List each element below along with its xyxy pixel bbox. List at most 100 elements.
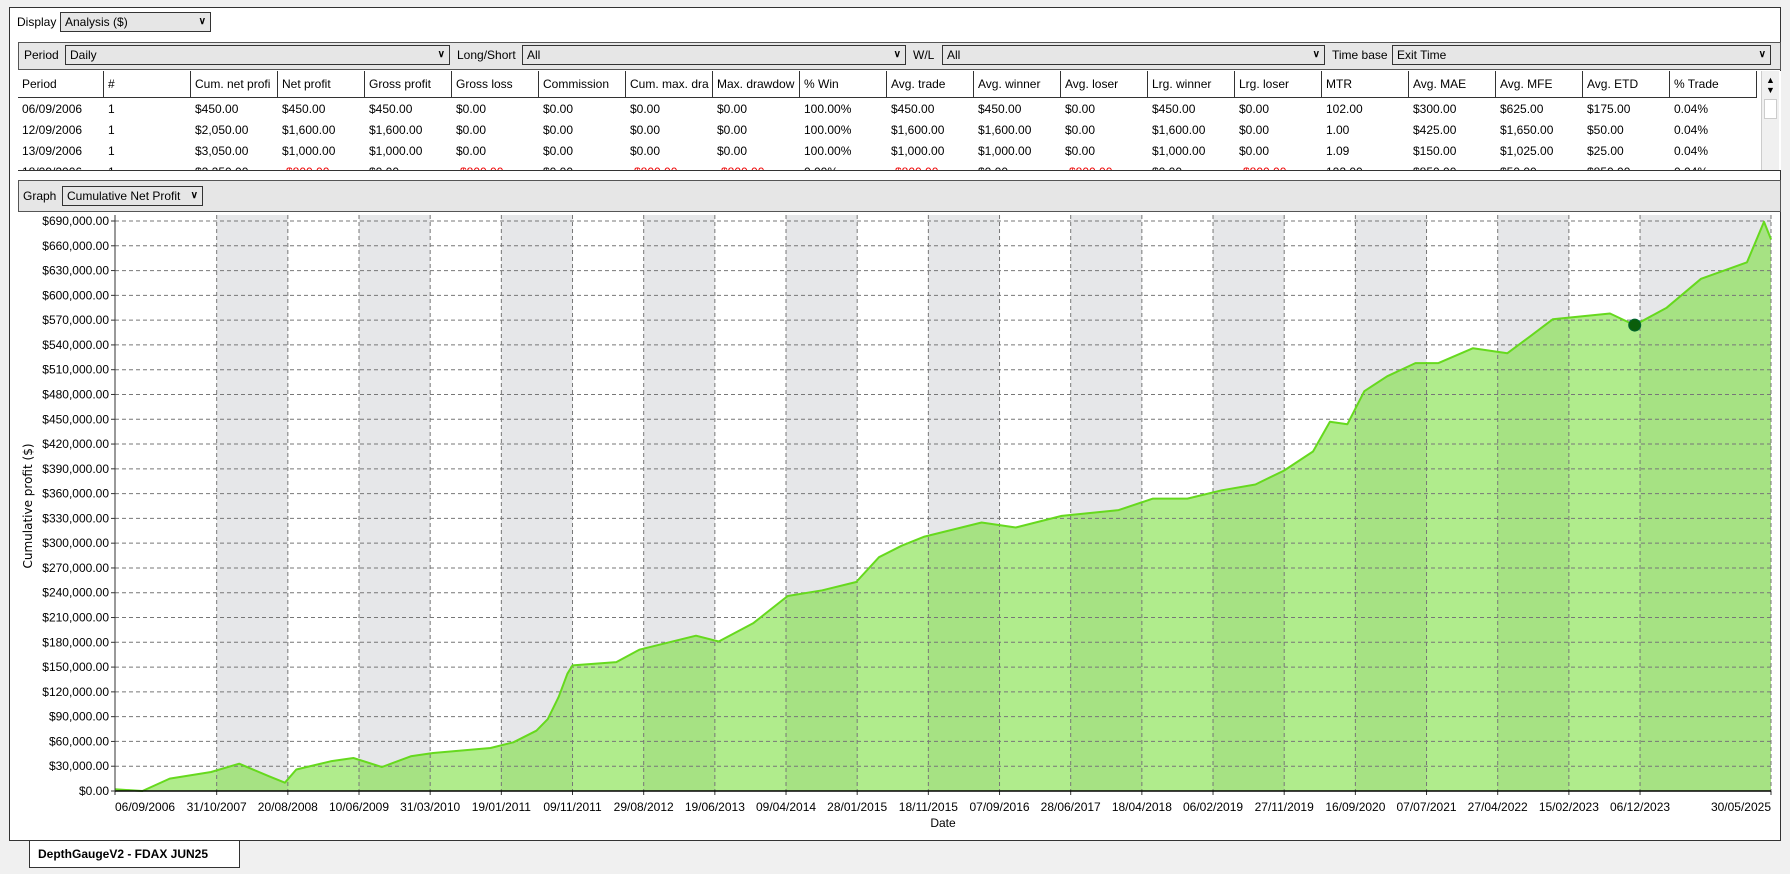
y-tick-label: $270,000.00 [42, 561, 109, 575]
table-cell: $450.00 [978, 102, 1022, 116]
table-cell: $0.00 [456, 123, 487, 137]
x-tick-label: 28/06/2017 [1041, 800, 1101, 814]
table-cell: $0.00 [543, 123, 574, 137]
column-header[interactable]: Avg. ETD [1583, 71, 1670, 98]
y-tick-label: $90,000.00 [49, 710, 109, 724]
x-tick-label: 27/11/2019 [1255, 800, 1314, 814]
area-fill [115, 221, 1771, 792]
table-row[interactable]: 13/09/2006 1 $3,050.00 $1,000.00 $1,000.00 $0… [18, 141, 1757, 162]
y-axis-title: Cumulative profit ($) [21, 443, 35, 568]
scroll-up-icon[interactable]: ▲ [1766, 75, 1775, 85]
x-tick-label: 19/01/2011 [472, 800, 531, 814]
scroll-down-icon[interactable]: ▼ [1766, 85, 1775, 95]
analysis-table: Period # Cum. net profi Net profit Gross pro… [18, 71, 1781, 171]
column-header[interactable]: Cum. net profi [191, 71, 278, 98]
display-label: Display [17, 15, 57, 29]
table-cell: $1,025.00 [1500, 144, 1554, 158]
table-cell: 12/09/2006 [22, 123, 83, 137]
table-cell: -$800.00 [1061, 162, 1148, 170]
time-base-select[interactable]: Exit Time ∨ [1392, 45, 1771, 65]
chevron-down-icon: ∨ [893, 49, 901, 60]
table-cell: 1.00 [1326, 123, 1350, 137]
x-tick-label: 06/12/2023 [1610, 800, 1670, 814]
column-header[interactable]: # [104, 71, 191, 98]
profit-line [114, 220, 1772, 792]
column-header[interactable]: Avg. MAE [1409, 71, 1496, 98]
x-tick-label: 31/03/2010 [400, 800, 460, 814]
x-tick-label: 30/05/2025 [1711, 800, 1771, 814]
graph-type-value: Cumulative Net Profit [67, 189, 181, 203]
column-header[interactable]: % Win [800, 71, 887, 98]
y-tick-label: $240,000.00 [42, 586, 109, 600]
table-cell: -$800.00 [713, 162, 800, 170]
y-tick-label: $630,000.00 [42, 264, 109, 278]
x-tick-label: 28/01/2015 [827, 800, 887, 814]
y-tick-label: $420,000.00 [42, 437, 109, 451]
y-tick-label: $570,000.00 [42, 313, 109, 327]
x-tick-label: 06/02/2019 [1183, 800, 1243, 814]
graph-label: Graph [23, 189, 57, 203]
y-tick-label: $30,000.00 [49, 759, 109, 773]
x-tick-label: 29/08/2012 [614, 800, 674, 814]
table-row[interactable]: 12/09/2006 1 $2,050.00 $1,600.00 $1,600.00 $0… [18, 120, 1757, 141]
column-header[interactable]: Cum. max. dra [626, 71, 713, 98]
display-select[interactable]: Analysis ($) ∨ [60, 12, 211, 32]
y-tick-label: $150,000.00 [42, 660, 109, 674]
y-tick-label: $330,000.00 [42, 511, 109, 525]
table-cell: 100.00% [804, 123, 852, 137]
table-cell: -$800.00 [1235, 162, 1322, 170]
column-header[interactable]: Avg. loser [1061, 71, 1148, 98]
column-header[interactable]: Net profit [278, 71, 365, 98]
wl-label: W/L [913, 48, 935, 62]
table-cell: $1,600.00 [1152, 123, 1206, 137]
column-header[interactable]: MTR [1322, 71, 1409, 98]
table-cell: -$800.00 [887, 162, 974, 170]
y-tick-label: $510,000.00 [42, 363, 109, 377]
table-row[interactable]: 06/09/2006 1 $450.00 $450.00 $450.00 $0.00 $0.… [18, 99, 1757, 120]
x-tick-label: 07/09/2016 [969, 800, 1029, 814]
tab-strategy[interactable]: DepthGaugeV2 - FDAX JUN25 [29, 841, 240, 868]
table-cell: $0.00 [974, 162, 1061, 170]
period-select[interactable]: Daily ∨ [65, 45, 450, 65]
table-scrollbar[interactable]: ▲ ▼ [1761, 71, 1779, 170]
chevron-down-icon: ∨ [198, 16, 206, 27]
column-header[interactable]: Commission [539, 71, 626, 98]
column-header[interactable]: Lrg. winner [1148, 71, 1235, 98]
long-short-select[interactable]: All ∨ [522, 45, 906, 65]
column-header[interactable]: Avg. winner [974, 71, 1061, 98]
time-base-value: Exit Time [1397, 48, 1447, 62]
column-header[interactable]: Gross loss [452, 71, 539, 98]
table-row[interactable]: 18/09/20061$2,250.00-$800.00$0.00-$800.0… [18, 162, 1757, 170]
wl-select[interactable]: All ∨ [942, 45, 1325, 65]
table-cell: $0.00 [1239, 102, 1270, 116]
table-cell: $450.00 [891, 102, 935, 116]
column-header[interactable]: Gross profit [365, 71, 452, 98]
table-cell: $0.00 [456, 102, 487, 116]
table-cell: $1,000.00 [369, 144, 423, 158]
graph-type-select[interactable]: Cumulative Net Profit ∨ [62, 186, 203, 206]
table-cell: $0.00 [630, 144, 661, 158]
table-cell: $1,000.00 [282, 144, 336, 158]
table-cell: $450.00 [369, 102, 413, 116]
table-cell: $850.00 [1409, 162, 1496, 170]
y-tick-label: $120,000.00 [42, 685, 109, 699]
column-header[interactable]: Max. drawdow [713, 71, 800, 98]
shaded-band [216, 215, 288, 791]
table-cell: $0.00 [456, 144, 487, 158]
x-axis-title: Date [930, 816, 956, 830]
table-cell: 102.00 [1322, 162, 1409, 170]
table-cell: 1.09 [1326, 144, 1350, 158]
table-cell: $450.00 [1152, 102, 1196, 116]
column-header[interactable]: Lrg. loser [1235, 71, 1322, 98]
column-header[interactable]: % Trade [1670, 71, 1757, 98]
column-header[interactable]: Avg. trade [887, 71, 974, 98]
column-header[interactable]: Period [18, 71, 104, 98]
shaded-band [359, 215, 431, 791]
column-header[interactable]: Avg. MFE [1496, 71, 1583, 98]
chevron-down-icon: ∨ [1758, 49, 1766, 60]
table-cell: $0.00 [1065, 144, 1096, 158]
x-tick-label: 06/09/2006 [115, 800, 175, 814]
scroll-thumb[interactable] [1764, 99, 1777, 119]
x-tick-label: 19/06/2013 [685, 800, 745, 814]
table-cell: $0.00 [717, 144, 748, 158]
